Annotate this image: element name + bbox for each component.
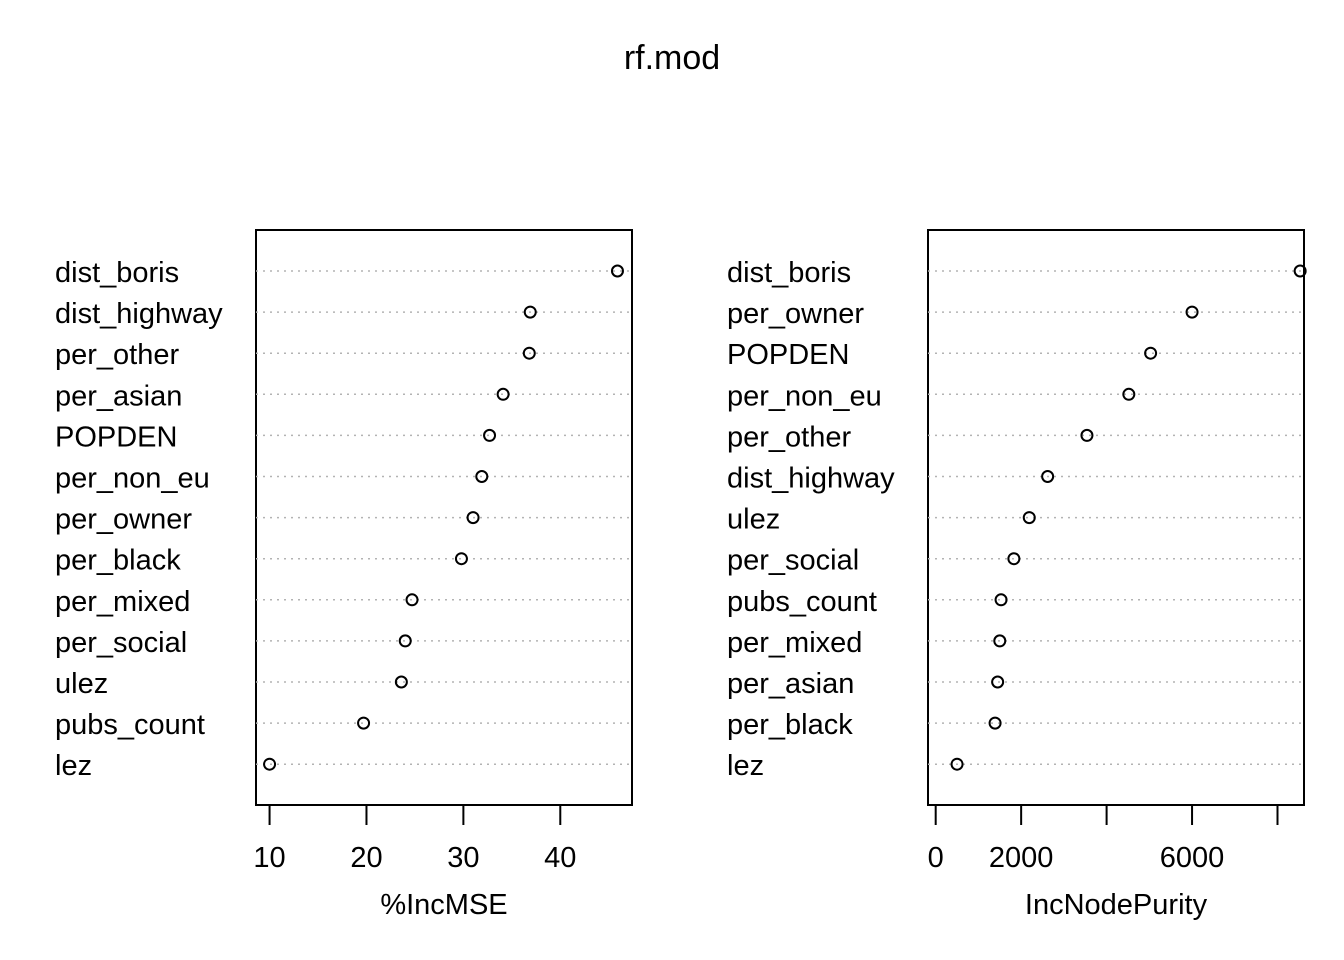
category-label: POPDEN [55,421,177,453]
x-axis-title: IncNodePurity [1025,889,1208,921]
category-label: pubs_count [727,586,877,618]
x-tick-label: 40 [544,842,576,874]
category-label: per_other [727,421,851,453]
x-tick-label: 6000 [1160,842,1225,874]
data-point [1007,552,1021,566]
data-point [523,305,537,319]
x-tick-label: 2000 [989,842,1054,874]
data-point [994,593,1008,607]
category-label: pubs_count [55,709,205,741]
data-point [398,634,412,648]
data-point [988,716,1002,730]
category-label: dist_boris [55,257,179,289]
data-point [950,757,964,771]
data-point [466,511,480,525]
category-label: per_social [727,545,859,577]
category-label: per_non_eu [55,463,210,495]
category-label: per_mixed [55,586,190,618]
data-point [993,634,1007,648]
data-point [1122,387,1136,401]
category-label: POPDEN [727,339,849,371]
chart-title: rf.mod [624,39,720,77]
category-label: lez [727,750,764,782]
category-label: per_asian [727,668,854,700]
data-point [1185,305,1199,319]
data-point [496,387,510,401]
data-point [454,552,468,566]
x-tick-label: 30 [447,842,479,874]
data-point [1022,511,1036,525]
data-point [405,593,419,607]
category-label: per_mixed [727,627,862,659]
category-label: per_black [727,709,853,741]
category-label: per_non_eu [727,380,882,412]
data-point [1041,470,1055,483]
data-point [483,428,497,442]
category-label: per_other [55,339,179,371]
x-tick-label: 10 [253,842,285,874]
category-label: dist_highway [727,463,895,495]
data-point [394,675,408,689]
category-label: dist_highway [55,298,223,330]
x-axis-title: %IncMSE [380,889,507,921]
data-point [1293,264,1307,278]
category-label: ulez [727,504,780,536]
data-point [610,264,624,278]
category-label: per_social [55,627,187,659]
x-tick-label: 0 [928,842,944,874]
panel-incmse: dist_boris dist_highway per_other per_asian… [55,229,633,921]
category-label: ulez [55,668,108,700]
data-point [991,675,1005,689]
data-point [1144,346,1158,360]
category-label: per_owner [55,504,192,536]
data-point [1080,428,1094,442]
category-label: dist_boris [727,257,851,289]
panel-incnodepurity: dist_boris per_owner POPDEN per_non_eu per_o… [727,229,1307,921]
category-label: per_owner [727,298,864,330]
category-label: lez [55,750,92,782]
category-label: per_black [55,545,181,577]
category-label: per_asian [55,380,182,412]
data-point [263,757,277,771]
data-point [522,346,536,360]
x-tick-label: 20 [350,842,382,874]
data-point [475,470,489,483]
data-point [357,716,371,730]
